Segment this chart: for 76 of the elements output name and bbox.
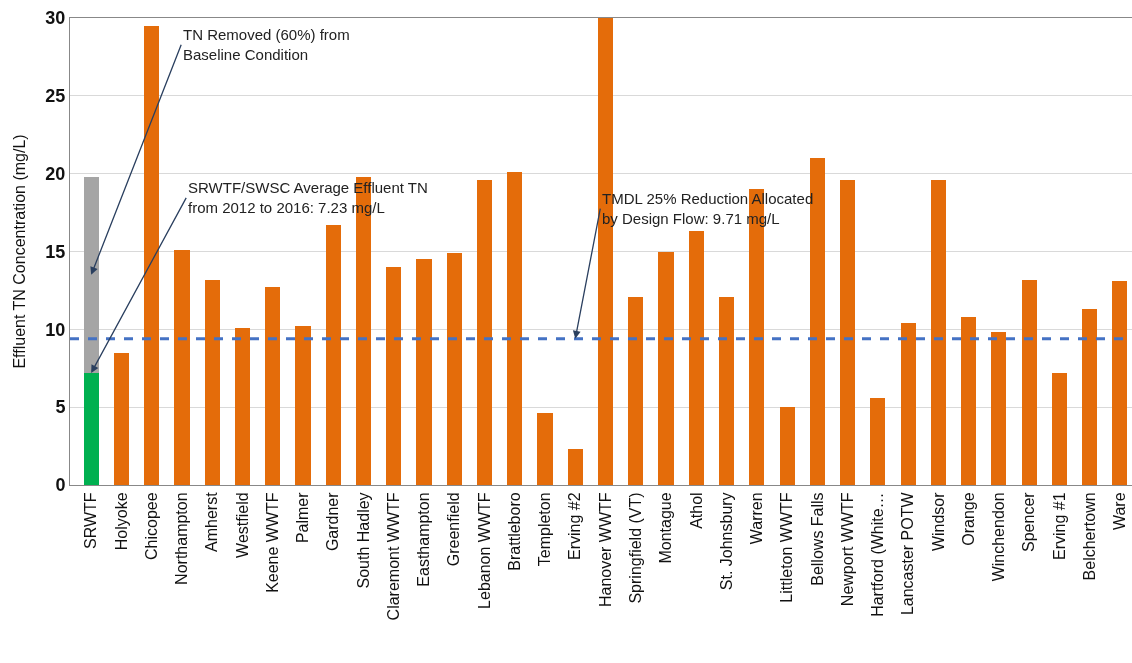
bar bbox=[961, 316, 977, 485]
x-tick-label: Athol bbox=[687, 492, 705, 529]
bar bbox=[1051, 372, 1067, 485]
x-tick-label: Templeton bbox=[536, 492, 554, 567]
x-tick-label: Littleton WWTF bbox=[778, 492, 796, 603]
y-tick-label: 15 bbox=[45, 241, 66, 262]
y-tick-label: 25 bbox=[45, 86, 66, 107]
x-tick-label: Amherst bbox=[203, 491, 221, 552]
x-tick-label: Claremont WWTF bbox=[384, 492, 402, 621]
annotation: TN Removed (60%) from Baseline Condition bbox=[183, 26, 350, 63]
x-tick-label: Winchendon bbox=[990, 492, 1008, 582]
x-tick-label: Westfield bbox=[233, 492, 251, 558]
x-tick-label: Montague bbox=[657, 492, 675, 564]
bar bbox=[325, 225, 341, 485]
bar bbox=[174, 249, 190, 485]
bar bbox=[234, 327, 251, 485]
x-tick-label: Greenfield bbox=[445, 492, 463, 567]
bar bbox=[537, 413, 553, 485]
bar bbox=[930, 179, 946, 485]
bar bbox=[870, 397, 886, 485]
x-tick-label: Hartford (White… bbox=[869, 492, 887, 617]
x-tick-label: Keene WWTF bbox=[263, 492, 281, 593]
bar bbox=[83, 372, 99, 485]
bar bbox=[386, 267, 402, 485]
bar bbox=[204, 279, 220, 485]
x-tick-label: Lebanon WWTF bbox=[475, 492, 493, 609]
x-tick-label: Spencer bbox=[1020, 491, 1038, 552]
x-tick-label: Windsor bbox=[929, 491, 947, 552]
x-tick-label: Lancaster POTW bbox=[899, 491, 917, 616]
y-tick-label: 20 bbox=[45, 163, 66, 184]
x-tick-label: Holyoke bbox=[112, 492, 130, 551]
bar bbox=[840, 179, 856, 485]
x-tick-label: Easthampton bbox=[415, 492, 433, 587]
bar bbox=[113, 352, 129, 485]
y-tick-label: 5 bbox=[55, 397, 66, 418]
y-tick-label: 10 bbox=[45, 319, 66, 340]
x-tick-label: Northampton bbox=[173, 492, 191, 585]
bar bbox=[628, 296, 644, 485]
x-tick-label: St. Johnsbury bbox=[717, 492, 735, 591]
x-tick-label: Belchertown bbox=[1080, 492, 1098, 581]
x-tick-label: Chicopee bbox=[142, 492, 160, 561]
x-tick-label: Warren bbox=[748, 492, 766, 545]
bar bbox=[144, 25, 160, 485]
bar bbox=[658, 251, 674, 485]
bar bbox=[900, 323, 916, 485]
bar bbox=[476, 179, 493, 485]
bar bbox=[507, 172, 523, 485]
x-tick-label: South Hadley bbox=[354, 492, 372, 589]
x-tick-label: Newport WWTF bbox=[838, 492, 856, 607]
x-tick-label: Springfield (VT) bbox=[626, 492, 644, 604]
bar bbox=[295, 326, 311, 485]
x-tick-label: Hanover WWTF bbox=[596, 492, 614, 608]
bar bbox=[1021, 279, 1037, 485]
bar bbox=[1082, 309, 1098, 485]
x-tick-label: Orange bbox=[959, 492, 977, 546]
y-axis-title: Effluent TN Concentration (mg/L) bbox=[11, 134, 29, 369]
y-tick-label: 0 bbox=[55, 475, 66, 496]
bar bbox=[567, 449, 583, 485]
y-tick-label: 30 bbox=[45, 8, 66, 29]
x-tick-label: Ware bbox=[1111, 492, 1129, 531]
x-tick-label: Palmer bbox=[294, 491, 312, 544]
x-tick-label: Erving #1 bbox=[1050, 492, 1068, 560]
x-tick-label: Gardner bbox=[324, 491, 342, 552]
bar bbox=[446, 253, 462, 485]
x-tick-label: Brattleboro bbox=[505, 492, 523, 571]
bar bbox=[719, 296, 735, 485]
bar bbox=[416, 259, 432, 485]
bar bbox=[779, 407, 795, 485]
bar bbox=[991, 332, 1007, 485]
bar bbox=[688, 231, 704, 485]
x-tick-label: Bellows Falls bbox=[808, 492, 826, 586]
x-tick-label: Erving #2 bbox=[566, 492, 584, 560]
bar bbox=[83, 176, 99, 373]
x-tick-label: SRWTF bbox=[82, 492, 100, 549]
bar bbox=[1112, 281, 1128, 485]
bar bbox=[265, 287, 281, 485]
